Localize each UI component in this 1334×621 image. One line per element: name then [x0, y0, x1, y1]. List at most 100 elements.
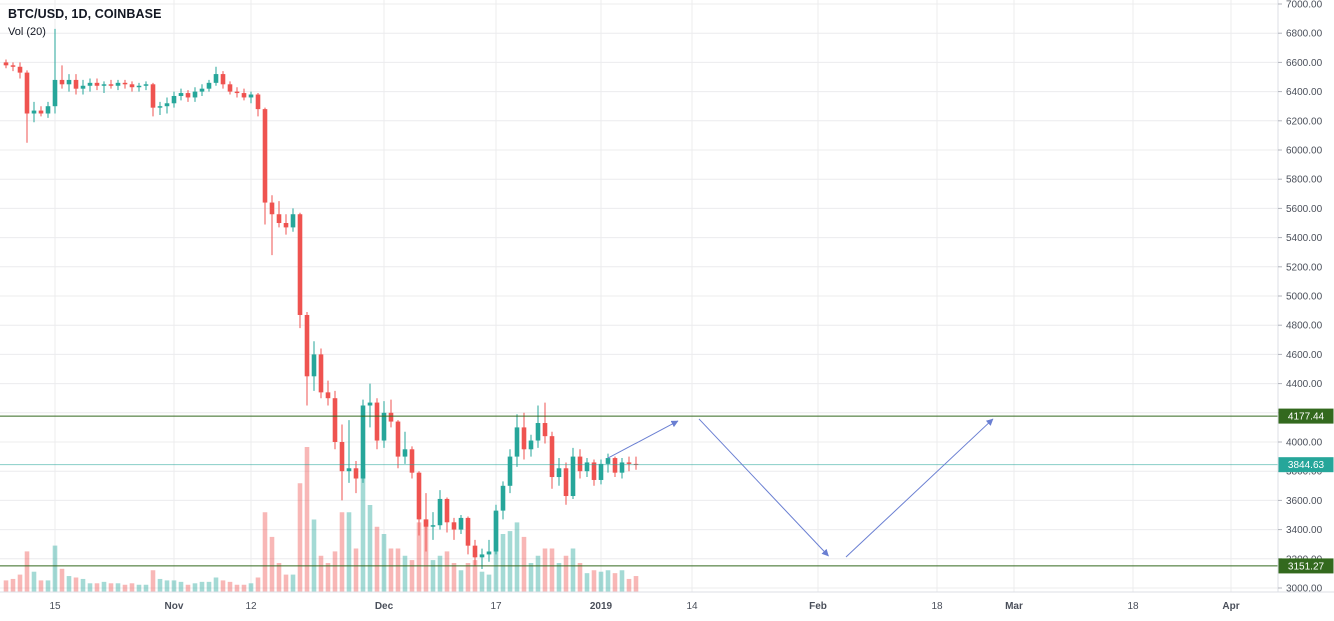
- volume-indicator-label[interactable]: Vol (20): [8, 26, 46, 38]
- candle-body: [241, 93, 247, 98]
- candle-body: [577, 456, 583, 472]
- candle-body: [465, 517, 471, 546]
- candle-body: [10, 65, 16, 67]
- candle-body: [367, 402, 373, 406]
- candle-body: [276, 214, 282, 223]
- volume-bar: [248, 583, 254, 592]
- candle-body: [612, 458, 618, 473]
- price-axis[interactable]: 7000.00 6800.00 6600.00 6400.00 6200.00 6000.…: [1277, 0, 1334, 621]
- candle-body: [535, 423, 541, 441]
- price-badges: 4177.44 3151.27 3844.63: [1278, 408, 1334, 574]
- volume-bar: [605, 570, 611, 592]
- volume-bar: [612, 573, 618, 592]
- volume-bar: [374, 526, 380, 592]
- volume-bar: [66, 576, 72, 592]
- volume-bar: [339, 512, 345, 592]
- volume-bar: [584, 573, 590, 592]
- volume-bar: [633, 576, 639, 592]
- candle-body: [192, 91, 198, 98]
- time-axis-label: 18: [1127, 601, 1139, 612]
- price-axis-label: 4800.00: [1286, 321, 1323, 332]
- volume-bar: [220, 580, 226, 592]
- volume-bar: [108, 583, 114, 592]
- candle-body: [437, 498, 443, 526]
- candle-body: [73, 79, 79, 89]
- candle-body: [360, 405, 366, 479]
- time-axis-label: 18: [931, 601, 943, 612]
- candle-body: [269, 202, 275, 215]
- volume-bar: [395, 548, 401, 592]
- trend-arrow-1[interactable]: [607, 420, 679, 459]
- candle-body: [283, 223, 289, 228]
- volume-bar: [416, 522, 422, 592]
- candle-body: [38, 110, 44, 114]
- volume-bar: [402, 555, 408, 592]
- volume-bar: [94, 583, 100, 592]
- candle-body: [248, 94, 254, 98]
- candle-body: [332, 398, 338, 442]
- time-axis-label: 14: [686, 601, 698, 612]
- volume-bar: [619, 570, 625, 592]
- candle-body: [108, 84, 114, 86]
- candle-body: [311, 354, 317, 377]
- candle-body: [262, 109, 268, 203]
- volume-bar: [577, 563, 583, 592]
- candle-body: [199, 88, 205, 92]
- candle-body: [213, 74, 219, 83]
- volume-bar: [297, 483, 303, 592]
- candle-body: [472, 545, 478, 558]
- price-axis-label: 6800.00: [1286, 29, 1323, 40]
- volume-bar: [521, 536, 527, 592]
- candle-body: [423, 519, 429, 527]
- candle-body: [514, 427, 520, 457]
- volume-bar: [192, 583, 198, 592]
- volume-bar: [10, 578, 16, 592]
- candle-body: [493, 510, 499, 552]
- candle-body: [136, 85, 142, 88]
- trend-arrows[interactable]: [607, 418, 994, 558]
- candles-series: [3, 28, 639, 570]
- candle-body: [234, 91, 240, 94]
- trend-arrow-2[interactable]: [698, 418, 829, 557]
- volume-bar: [465, 563, 471, 592]
- volume-bar: [59, 568, 65, 592]
- candle-body: [206, 82, 212, 89]
- candle-body: [598, 463, 604, 480]
- symbol-title[interactable]: BTC/USD, 1D, COINBASE: [8, 7, 162, 21]
- volume-bar: [542, 548, 548, 592]
- candle-body: [66, 79, 72, 85]
- volume-bar: [507, 531, 513, 592]
- price-axis-label: 4000.00: [1286, 438, 1323, 449]
- volume-bar: [3, 580, 9, 592]
- candle-body: [416, 472, 422, 520]
- volume-bar: [598, 571, 604, 592]
- volume-bar: [290, 574, 296, 592]
- volume-bar: [122, 584, 128, 592]
- candle-body: [31, 110, 37, 114]
- volume-bar: [514, 522, 520, 592]
- candle-body: [395, 421, 401, 457]
- volume-bar: [17, 574, 23, 592]
- candle-body: [339, 442, 345, 472]
- candle-body: [3, 62, 9, 66]
- price-axis-label: 4600.00: [1286, 350, 1323, 361]
- candle-body: [542, 423, 548, 437]
- volume-bar: [73, 577, 79, 592]
- volume-bar: [535, 555, 541, 592]
- candle-body: [563, 468, 569, 497]
- volume-bar: [171, 580, 177, 592]
- time-axis[interactable]: 15 Nov 12 Dec 17 2019 14 Feb 18 Mar 18 Apr: [0, 591, 1334, 621]
- candle-body: [52, 79, 58, 107]
- time-axis-label: Mar: [1005, 601, 1023, 612]
- trend-arrow-3[interactable]: [845, 418, 994, 558]
- candle-body: [619, 462, 625, 473]
- candle-body: [318, 354, 324, 393]
- volume-bar: [353, 548, 359, 592]
- volume-bar: [549, 548, 555, 592]
- price-axis-label: 3400.00: [1286, 525, 1323, 536]
- candle-body: [570, 456, 576, 497]
- volume-bar: [430, 560, 436, 592]
- volume-bar: [570, 548, 576, 592]
- candle-body: [150, 84, 156, 108]
